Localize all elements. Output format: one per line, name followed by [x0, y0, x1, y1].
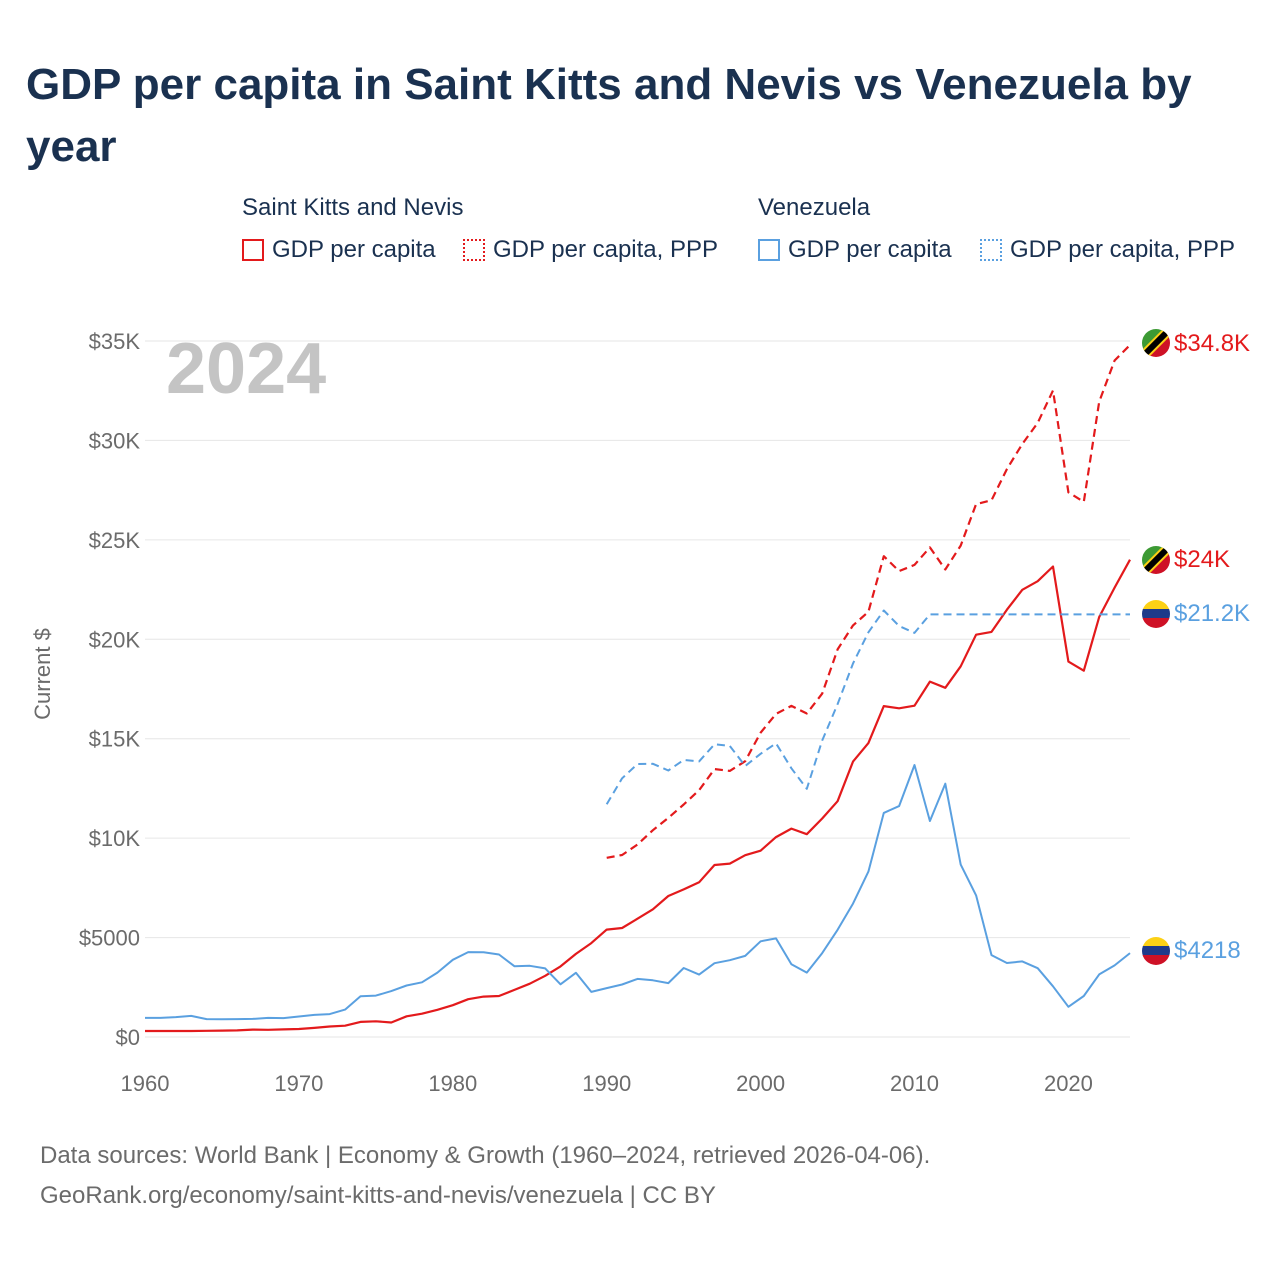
y-axis-ticks: $0 $5000 $10K $15K $20K $25K $30K $35K [79, 329, 141, 1050]
series-line-ve_gdp [145, 764, 1131, 1021]
legend-label-ve-ppp: GDP per capita, PPP [1010, 236, 1235, 263]
x-tick-label: 1960 [121, 1071, 170, 1096]
legend-item-kn-gdp[interactable]: GDP per capita [242, 236, 436, 264]
y-tick-label: $0 [116, 1025, 140, 1050]
legend-swatch-dotted-blue [980, 239, 1002, 261]
end-label-kn-gdp: $24K [1174, 546, 1230, 573]
legend-label-ve-gdp: GDP per capita [788, 236, 952, 263]
series-line-kn_gdp [145, 559, 1131, 1033]
legend-group-saint-kitts: Saint Kitts and Nevis [242, 194, 464, 221]
venezuela-flag-icon [1142, 937, 1170, 965]
x-axis-ticks: 1960 1970 1980 1990 2000 2010 2020 [121, 1071, 1093, 1096]
x-tick-label: 1970 [274, 1071, 323, 1096]
page-title: GDP per capita in Saint Kitts and Nevis … [26, 60, 1192, 171]
y-tick-label: $30K [89, 428, 141, 453]
legend-item-ve-gdp[interactable]: GDP per capita [758, 236, 952, 264]
y-tick-label: $15K [89, 727, 141, 752]
legend-label-kn-ppp: GDP per capita, PPP [493, 236, 718, 263]
year-label: 2024 [166, 329, 326, 409]
x-tick-label: 2010 [890, 1071, 939, 1096]
legend-label-kn-gdp: GDP per capita [272, 236, 436, 263]
end-label-ve-gdp: $4218 [1174, 937, 1241, 964]
legend-swatch-solid-red [242, 239, 264, 261]
y-tick-label: $10K [89, 826, 141, 851]
series-line-kn_ppp [606, 344, 1131, 859]
y-axis-label: Current $ [30, 628, 55, 720]
legend-item-kn-ppp[interactable]: GDP per capita, PPP [463, 236, 718, 264]
footer-sources: Data sources: World Bank | Economy & Gro… [40, 1142, 931, 1169]
x-tick-label: 1990 [582, 1071, 631, 1096]
y-tick-label: $25K [89, 528, 141, 553]
saint-kitts-flag-icon [1142, 546, 1170, 574]
legend-swatch-solid-blue [758, 239, 780, 261]
chart-grid [145, 340, 1130, 1038]
y-tick-label: $35K [89, 329, 141, 354]
footer: Data sources: World Bank | Economy & Gro… [40, 1136, 930, 1216]
x-tick-label: 2020 [1044, 1071, 1093, 1096]
legend-item-ve-ppp[interactable]: GDP per capita, PPP [980, 236, 1235, 264]
venezuela-flag-icon [1142, 600, 1170, 628]
x-tick-label: 1980 [428, 1071, 477, 1096]
series-line-ve_ppp [605, 609, 1130, 805]
saint-kitts-flag-icon [1142, 329, 1170, 357]
footer-link[interactable]: GeoRank.org/economy/saint-kitts-and-nevi… [40, 1182, 716, 1209]
chart-lines [145, 344, 1131, 1033]
y-tick-label: $5000 [79, 926, 140, 951]
end-label-ve-ppp: $21.2K [1174, 600, 1250, 627]
y-tick-label: $20K [89, 627, 141, 652]
legend-swatch-dotted-red [463, 239, 485, 261]
legend-group-venezuela: Venezuela [758, 194, 871, 221]
end-label-kn-ppp: $34.8K [1174, 330, 1250, 357]
x-tick-label: 2000 [736, 1071, 785, 1096]
